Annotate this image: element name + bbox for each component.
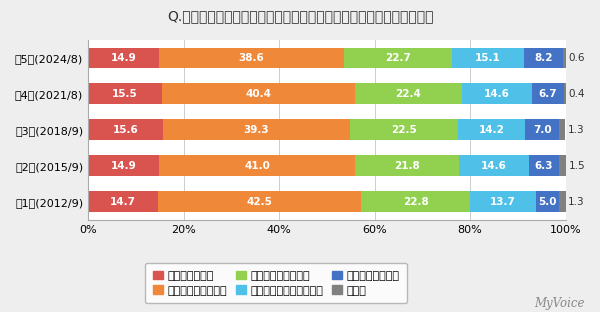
Bar <box>563 47 566 68</box>
Bar <box>532 84 563 104</box>
Text: 15.6: 15.6 <box>112 125 138 135</box>
Bar <box>524 47 563 68</box>
Text: 14.6: 14.6 <box>481 161 507 171</box>
Bar <box>459 155 529 176</box>
Text: 14.9: 14.9 <box>111 53 137 63</box>
Bar <box>88 47 159 68</box>
Bar <box>159 47 344 68</box>
Bar <box>355 84 462 104</box>
Bar <box>559 119 565 140</box>
Text: 14.9: 14.9 <box>111 161 137 171</box>
Text: 22.4: 22.4 <box>395 89 421 99</box>
Text: 8.2: 8.2 <box>535 53 553 63</box>
Text: 6.7: 6.7 <box>538 89 557 99</box>
Bar <box>344 47 452 68</box>
Text: 0.4: 0.4 <box>568 89 584 99</box>
Text: 14.2: 14.2 <box>479 125 505 135</box>
Bar <box>559 155 566 176</box>
Bar <box>350 119 458 140</box>
Text: 5.0: 5.0 <box>538 197 557 207</box>
Bar <box>159 155 355 176</box>
Text: 42.5: 42.5 <box>247 197 273 207</box>
Text: 6.3: 6.3 <box>535 161 553 171</box>
Bar <box>470 191 536 212</box>
Legend: 気をつけている, まあ気をつけている, どちらともいえない, あまり気をつけていない, 気をつけていない, 無回答: 気をつけている, まあ気をつけている, どちらともいえない, あまり気をつけてい… <box>145 263 407 303</box>
Bar <box>462 84 532 104</box>
Text: 0.6: 0.6 <box>568 53 585 63</box>
Bar <box>529 155 559 176</box>
Bar <box>355 155 459 176</box>
Text: 15.5: 15.5 <box>112 89 138 99</box>
Text: MyVoice: MyVoice <box>535 297 585 310</box>
Text: 22.7: 22.7 <box>385 53 410 63</box>
Bar <box>526 119 559 140</box>
Bar <box>452 47 524 68</box>
Text: 13.7: 13.7 <box>490 197 516 207</box>
Text: 39.3: 39.3 <box>244 125 269 135</box>
Bar <box>162 84 355 104</box>
Bar <box>163 119 350 140</box>
Bar <box>88 155 159 176</box>
Text: 7.0: 7.0 <box>533 125 551 135</box>
Bar <box>88 119 163 140</box>
Text: 15.1: 15.1 <box>475 53 501 63</box>
Bar <box>559 191 566 212</box>
Bar <box>88 191 158 212</box>
Text: 1.3: 1.3 <box>568 197 584 207</box>
Text: 14.6: 14.6 <box>484 89 510 99</box>
Bar <box>458 119 526 140</box>
Text: 1.5: 1.5 <box>568 161 585 171</box>
Text: 22.5: 22.5 <box>391 125 417 135</box>
Text: Q.砂糖・糖分の摂取量や頻度などについて気をつけている方ですか？: Q.砂糖・糖分の摂取量や頻度などについて気をつけている方ですか？ <box>167 9 433 23</box>
Text: 1.3: 1.3 <box>568 125 584 135</box>
Text: 41.0: 41.0 <box>244 161 270 171</box>
Bar <box>536 191 559 212</box>
Text: 40.4: 40.4 <box>245 89 272 99</box>
Bar <box>158 191 361 212</box>
Bar <box>88 84 162 104</box>
Text: 22.8: 22.8 <box>403 197 428 207</box>
Bar <box>563 84 566 104</box>
Text: 21.8: 21.8 <box>394 161 420 171</box>
Text: 14.7: 14.7 <box>110 197 136 207</box>
Bar <box>361 191 470 212</box>
Text: 38.6: 38.6 <box>239 53 264 63</box>
